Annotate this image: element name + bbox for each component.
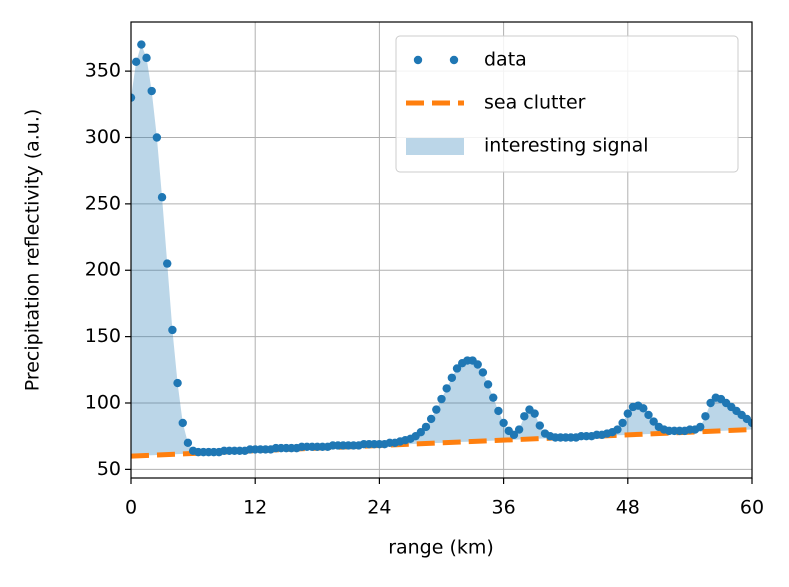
data-point [613, 425, 622, 434]
data-point [649, 417, 658, 426]
data-point [173, 378, 182, 388]
x-tick-label: 12 [243, 497, 267, 519]
data-point [478, 368, 488, 377]
data-point [623, 409, 632, 418]
data-point [494, 406, 503, 416]
data-point [437, 394, 446, 404]
data-point [489, 393, 498, 402]
x-tick-label: 36 [492, 497, 516, 519]
data-point [178, 418, 187, 428]
data-point [163, 259, 172, 268]
data-point [157, 193, 167, 202]
data-point [696, 422, 705, 432]
data-point [183, 438, 193, 448]
data-point [535, 421, 545, 430]
data-point [473, 360, 482, 369]
x-axis-label: range (km) [388, 537, 494, 559]
legend-marker [406, 138, 464, 155]
plot [131, 40, 752, 459]
data-point [131, 57, 141, 67]
data-point [644, 410, 653, 420]
data-point [432, 405, 441, 414]
legend-label: data [484, 49, 527, 71]
data-point [520, 412, 529, 421]
data-point [131, 93, 136, 102]
data-point [509, 430, 519, 440]
x-tick-label: 48 [616, 497, 640, 519]
y-tick-label: 50 [97, 458, 121, 480]
data-point [447, 373, 457, 382]
data-point [421, 422, 431, 432]
data-point [747, 418, 752, 428]
data-point [499, 418, 508, 428]
legend-label: interesting signal [484, 135, 649, 157]
data-point [142, 53, 151, 63]
y-tick-label: 200 [85, 259, 121, 281]
x-tick-label: 60 [740, 497, 764, 519]
x-tick-label: 24 [367, 497, 391, 519]
y-tick-label: 300 [85, 126, 121, 148]
data-point [706, 398, 715, 408]
data-point [452, 364, 462, 373]
data-point [618, 418, 627, 428]
data-point [483, 380, 493, 389]
x-tick-label: 0 [125, 497, 137, 519]
legend-marker [449, 55, 459, 65]
data-point [137, 40, 146, 49]
data-point [530, 409, 539, 418]
data-point [442, 384, 451, 393]
axes-frame [130, 21, 753, 479]
legend-marker [413, 55, 423, 65]
legend-box [395, 35, 739, 173]
y-axis-label: Precipitation reflectivity (a.u.) [22, 109, 44, 392]
data-point [147, 86, 156, 96]
data-point [416, 428, 425, 437]
legend-label: sea clutter [484, 92, 586, 114]
data-point [701, 412, 710, 421]
data-point [152, 133, 162, 142]
y-tick-label: 150 [85, 325, 121, 347]
data-point [514, 425, 524, 434]
y-tick-label: 100 [85, 391, 121, 413]
y-tick-label: 250 [85, 192, 121, 214]
data-point [639, 404, 648, 413]
data-point [168, 325, 177, 335]
data-point [426, 414, 436, 424]
y-tick-label: 350 [85, 60, 121, 82]
